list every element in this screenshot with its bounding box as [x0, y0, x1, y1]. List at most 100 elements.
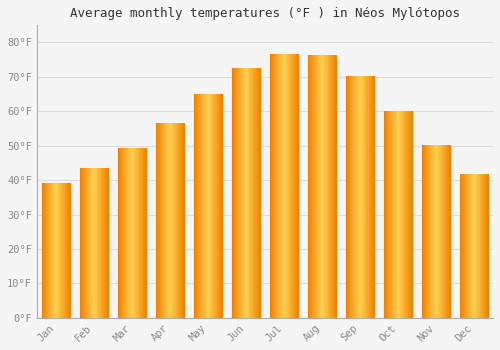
Bar [129, 148, 130, 318]
Bar [442, 145, 443, 318]
Bar [370, 76, 371, 318]
Bar [384, 111, 385, 318]
Bar [357, 76, 358, 318]
Bar [479, 174, 480, 318]
Bar [310, 55, 311, 318]
Bar [164, 123, 166, 318]
Bar [144, 148, 145, 318]
Bar [432, 145, 433, 318]
Bar [449, 145, 450, 318]
Bar [121, 148, 122, 318]
Bar [92, 168, 94, 318]
Bar [220, 94, 221, 318]
Bar [470, 174, 471, 318]
Bar [138, 148, 140, 318]
Bar [404, 111, 405, 318]
Bar [280, 54, 281, 318]
Bar [44, 183, 45, 318]
Bar [485, 174, 486, 318]
Bar [142, 148, 144, 318]
Bar [446, 145, 447, 318]
Bar [324, 55, 325, 318]
Bar [194, 94, 195, 318]
Bar [426, 145, 427, 318]
Bar [272, 54, 273, 318]
Bar [335, 55, 336, 318]
Bar [212, 94, 213, 318]
Bar [467, 174, 468, 318]
Bar [61, 183, 62, 318]
Bar [60, 183, 61, 318]
Bar [472, 174, 473, 318]
Bar [206, 94, 207, 318]
Bar [461, 174, 462, 318]
Bar [156, 123, 157, 318]
Bar [367, 76, 368, 318]
Bar [402, 111, 403, 318]
Bar [258, 68, 259, 318]
Bar [400, 111, 401, 318]
Bar [137, 148, 138, 318]
Bar [238, 68, 239, 318]
Bar [409, 111, 410, 318]
Bar [255, 68, 256, 318]
Bar [104, 168, 105, 318]
Bar [388, 111, 389, 318]
Bar [373, 76, 374, 318]
Bar [87, 168, 88, 318]
Bar [362, 76, 363, 318]
Bar [393, 111, 394, 318]
Bar [311, 55, 312, 318]
Bar [287, 54, 288, 318]
Bar [405, 111, 406, 318]
Bar [210, 94, 211, 318]
Bar [232, 68, 233, 318]
Bar [52, 183, 53, 318]
Bar [88, 168, 90, 318]
Bar [437, 145, 438, 318]
Bar [279, 54, 280, 318]
Bar [66, 183, 67, 318]
Bar [82, 168, 83, 318]
Bar [175, 123, 176, 318]
Bar [331, 55, 332, 318]
Bar [441, 145, 442, 318]
Bar [207, 94, 208, 318]
Bar [80, 168, 82, 318]
Bar [475, 174, 476, 318]
Bar [387, 111, 388, 318]
Bar [84, 168, 86, 318]
Bar [398, 111, 399, 318]
Bar [282, 54, 283, 318]
Bar [361, 76, 362, 318]
Bar [463, 174, 464, 318]
Bar [274, 54, 275, 318]
Bar [244, 68, 245, 318]
Bar [369, 76, 370, 318]
Bar [462, 174, 463, 318]
Bar [163, 123, 164, 318]
Bar [366, 76, 367, 318]
Bar [391, 111, 392, 318]
Bar [469, 174, 470, 318]
Bar [440, 145, 441, 318]
Bar [290, 54, 291, 318]
Bar [350, 76, 351, 318]
Bar [396, 111, 397, 318]
Bar [484, 174, 485, 318]
Bar [59, 183, 60, 318]
Bar [234, 68, 235, 318]
Bar [356, 76, 357, 318]
Bar [271, 54, 272, 318]
Bar [221, 94, 222, 318]
Bar [46, 183, 48, 318]
Bar [270, 54, 271, 318]
Bar [332, 55, 333, 318]
Bar [431, 145, 432, 318]
Bar [316, 55, 317, 318]
Bar [317, 55, 318, 318]
Bar [477, 174, 478, 318]
Bar [249, 68, 250, 318]
Bar [360, 76, 361, 318]
Bar [390, 111, 391, 318]
